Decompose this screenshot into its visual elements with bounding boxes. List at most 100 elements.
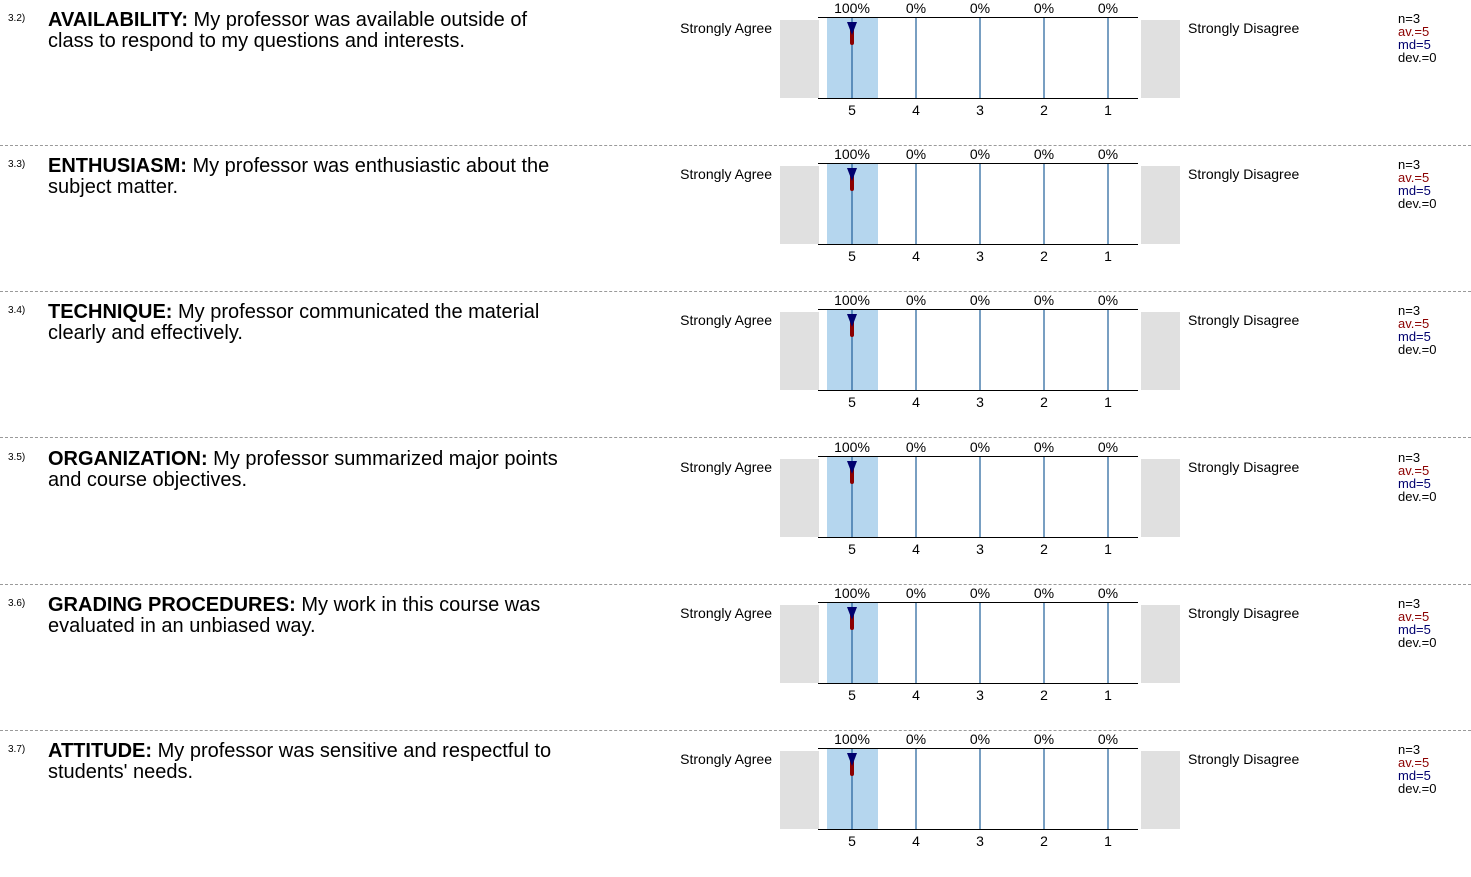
scale-right-panel [1141, 605, 1180, 683]
category-tick-label: 3 [976, 394, 984, 410]
median-marker [847, 314, 857, 327]
percentage-label: 0% [970, 0, 990, 16]
stat-deviation: dev.=0 [1398, 635, 1437, 650]
category-tick-label: 3 [976, 102, 984, 118]
category-tick-label: 4 [912, 248, 920, 264]
scale-right-label: Strongly Disagree [1188, 312, 1300, 328]
row-divider [0, 291, 1471, 292]
row-divider [0, 584, 1471, 585]
question-row: 3.5) ORGANIZATION: My professor summarize… [0, 439, 1471, 585]
question-row: 3.3) ENTHUSIASM: My professor was enthusi… [0, 146, 1471, 292]
percentage-label: 0% [970, 292, 990, 308]
row-divider [0, 145, 1471, 146]
scale-right-panel [1141, 20, 1180, 98]
question-text: AVAILABILITY: My professor was available… [48, 10, 568, 52]
median-marker [847, 607, 857, 620]
stat-median: md=5 [1398, 37, 1431, 52]
question-title: ATTITUDE: [48, 740, 153, 762]
scale-left-label: Strongly Agree [680, 166, 772, 182]
category-tick-label: 5 [848, 541, 856, 557]
stat-average: av.=5 [1398, 316, 1430, 331]
category-tick-label: 5 [848, 833, 856, 849]
category-tick-label: 5 [848, 248, 856, 264]
category-tick-label: 1 [1104, 394, 1112, 410]
median-marker [847, 22, 857, 35]
question-text: ENTHUSIASM: My professor was enthusiasti… [48, 156, 568, 198]
stat-n: n=3 [1398, 11, 1421, 26]
question-body: My professor communicated the material c… [48, 301, 540, 344]
percentage-label: 0% [970, 731, 990, 747]
stats-block: n=3 av.=5 md=5 dev.=0 [1398, 158, 1436, 210]
stat-median: md=5 [1398, 476, 1431, 491]
scale-left-label: Strongly Agree [680, 605, 772, 621]
scale-left-label: Strongly Agree [680, 312, 772, 328]
category-tick-label: 3 [976, 541, 984, 557]
category-tick-label: 2 [1040, 248, 1048, 264]
scale-left-label: Strongly Agree [680, 751, 772, 767]
question-text: TECHNIQUE: My professor communicated the… [48, 302, 568, 344]
question-title: ENTHUSIASM: [48, 155, 187, 177]
histogram-chart: 100% 0% 0% 0% 0% 5 4 3 2 1 [818, 0, 1138, 118]
histogram-chart: 100% 0% 0% 0% 0% 5 4 3 2 1 [818, 146, 1138, 264]
percentage-label: 0% [1034, 292, 1054, 308]
percentage-label: 0% [906, 0, 926, 16]
percentage-label: 0% [1098, 146, 1118, 162]
scale-right-panel [1141, 166, 1180, 244]
scale-right-label: Strongly Disagree [1188, 605, 1300, 621]
stat-deviation: dev.=0 [1398, 196, 1437, 211]
stat-n: n=3 [1398, 157, 1421, 172]
percentage-label: 0% [906, 731, 926, 747]
percentage-label: 100% [834, 146, 870, 162]
percentage-label: 0% [970, 585, 990, 601]
category-tick-label: 2 [1040, 833, 1048, 849]
scale-left-panel [780, 166, 819, 244]
category-tick-label: 3 [976, 248, 984, 264]
category-tick-label: 3 [976, 687, 984, 703]
median-marker [847, 753, 857, 766]
percentage-label: 100% [834, 439, 870, 455]
scale-left-label: Strongly Agree [680, 459, 772, 475]
percentage-label: 100% [834, 585, 870, 601]
stat-average: av.=5 [1398, 170, 1430, 185]
stat-n: n=3 [1398, 596, 1421, 611]
percentage-label: 0% [1034, 146, 1054, 162]
percentage-label: 0% [1034, 585, 1054, 601]
stats-block: n=3 av.=5 md=5 dev.=0 [1398, 743, 1436, 795]
percentage-label: 0% [906, 585, 926, 601]
scale-left-panel [780, 20, 819, 98]
stat-n: n=3 [1398, 303, 1421, 318]
percentage-label: 0% [970, 439, 990, 455]
percentage-label: 0% [1034, 731, 1054, 747]
scale-left-panel [780, 751, 819, 829]
percentage-label: 0% [906, 439, 926, 455]
category-tick-label: 1 [1104, 687, 1112, 703]
stat-deviation: dev.=0 [1398, 50, 1437, 65]
scale-right-panel [1141, 751, 1180, 829]
question-title: AVAILABILITY: [48, 9, 188, 31]
percentage-label: 0% [1098, 731, 1118, 747]
category-tick-label: 4 [912, 102, 920, 118]
stat-median: md=5 [1398, 768, 1431, 783]
percentage-label: 0% [1098, 0, 1118, 16]
question-body: My professor was enthusiastic about the … [48, 155, 550, 198]
scale-left-panel [780, 459, 819, 537]
category-tick-label: 4 [912, 541, 920, 557]
question-row: 3.4) TECHNIQUE: My professor communicated… [0, 292, 1471, 438]
percentage-label: 0% [1034, 0, 1054, 16]
stat-n: n=3 [1398, 450, 1421, 465]
percentage-label: 0% [906, 292, 926, 308]
category-tick-label: 4 [912, 394, 920, 410]
question-row: 3.2) AVAILABILITY: My professor was avail… [0, 0, 1471, 146]
question-row: 3.7) ATTITUDE: My professor was sensitive… [0, 731, 1471, 877]
question-text: ATTITUDE: My professor was sensitive and… [48, 741, 568, 783]
category-tick-label: 5 [848, 102, 856, 118]
percentage-label: 0% [1034, 439, 1054, 455]
question-text: GRADING PROCEDURES: My work in this cour… [48, 595, 568, 637]
question-body: My work in this course was evaluated in … [48, 594, 541, 637]
scale-left-label: Strongly Agree [680, 20, 772, 36]
stats-block: n=3 av.=5 md=5 dev.=0 [1398, 12, 1436, 64]
question-title: ORGANIZATION: [48, 448, 208, 470]
category-tick-label: 1 [1104, 248, 1112, 264]
histogram-chart: 100% 0% 0% 0% 0% 5 4 3 2 1 [818, 439, 1138, 557]
question-number: 3.4) [8, 305, 26, 316]
